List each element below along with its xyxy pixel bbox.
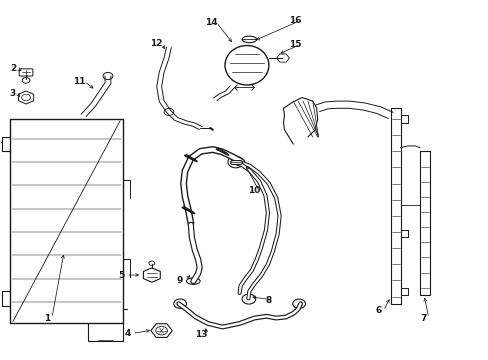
Text: 10: 10: [247, 186, 260, 195]
Ellipse shape: [186, 278, 200, 284]
Ellipse shape: [242, 36, 256, 42]
Text: 14: 14: [204, 18, 217, 27]
Text: 15: 15: [289, 40, 301, 49]
Text: 12: 12: [150, 39, 163, 48]
Circle shape: [103, 72, 113, 80]
FancyBboxPatch shape: [19, 69, 33, 76]
Ellipse shape: [224, 45, 268, 85]
Circle shape: [22, 77, 30, 83]
Text: 8: 8: [265, 296, 271, 305]
Text: 4: 4: [124, 329, 130, 338]
Circle shape: [173, 299, 186, 309]
Circle shape: [156, 326, 167, 335]
Text: 16: 16: [289, 16, 301, 25]
Text: 7: 7: [420, 314, 426, 323]
Text: 1: 1: [44, 314, 50, 323]
Text: 5: 5: [118, 270, 124, 279]
Text: 3: 3: [10, 89, 16, 98]
Circle shape: [227, 156, 243, 168]
Text: 9: 9: [177, 276, 183, 285]
Circle shape: [242, 294, 255, 304]
Circle shape: [21, 94, 30, 101]
Text: 13: 13: [195, 330, 207, 339]
Text: 6: 6: [375, 306, 381, 315]
Circle shape: [149, 261, 155, 265]
Circle shape: [292, 299, 305, 309]
Circle shape: [163, 108, 173, 116]
Text: 2: 2: [10, 64, 16, 73]
Text: 11: 11: [73, 77, 86, 86]
